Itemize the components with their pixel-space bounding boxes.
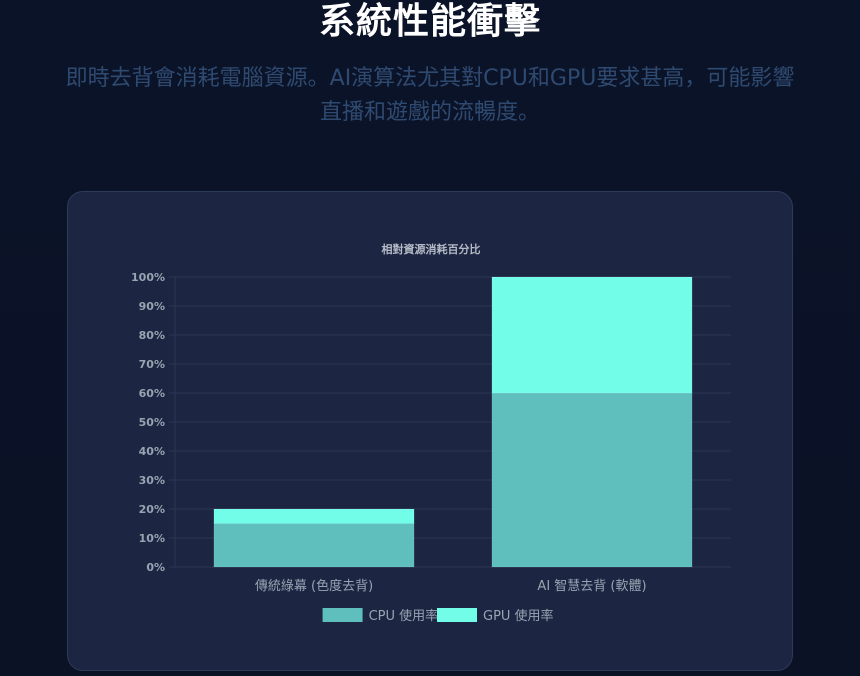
y-tick-label: 30% <box>139 474 165 487</box>
x-tick-label: 傳統綠幕 (色度去背) <box>255 578 373 594</box>
legend-label-gpu[interactable]: GPU 使用率 <box>483 608 554 624</box>
y-tick-label: 100% <box>131 271 165 284</box>
page-title: 系統性能衝擊 <box>318 1 541 42</box>
bar-gpu-1[interactable] <box>491 276 693 394</box>
y-tick-label: 80% <box>139 329 165 342</box>
y-tick-label: 70% <box>139 358 165 371</box>
y-tick-label: 90% <box>139 300 165 313</box>
y-tick-label: 50% <box>139 416 165 429</box>
bar-cpu-0[interactable] <box>213 523 415 568</box>
chart-title: 相對資源消耗百分比 <box>382 242 481 256</box>
y-tick-label: 40% <box>139 445 165 458</box>
y-tick-label: 60% <box>139 387 165 400</box>
legend-label-cpu[interactable]: CPU 使用率 <box>369 608 439 624</box>
chart-legend[interactable]: CPU 使用率 GPU 使用率 <box>322 608 554 624</box>
legend-swatch-gpu[interactable] <box>437 608 477 622</box>
bar-cpu-1[interactable] <box>491 392 693 568</box>
x-axis: 傳統綠幕 (色度去背) AI 智慧去背 (軟體) <box>255 578 647 594</box>
chart-bars <box>213 276 693 568</box>
legend-swatch-cpu[interactable] <box>322 608 363 622</box>
bar-gpu-0[interactable] <box>213 508 415 524</box>
y-tick-label: 0% <box>146 561 165 574</box>
y-tick-label: 10% <box>139 532 165 545</box>
y-axis: 0% 10% 20% 30% 40% 50% 60% 70% 80% 90% 100% <box>131 271 165 574</box>
chart-card: 相對資源消耗百分比 0% 10% 20% 30% 40% 50% 60% 70% 80% 90% 1… <box>67 191 793 671</box>
y-tick-label: 20% <box>139 503 165 516</box>
stacked-bar-chart: 相對資源消耗百分比 0% 10% 20% 30% 40% 50% 60% 70% 80% 90% 1… <box>131 242 731 624</box>
x-tick-label: AI 智慧去背 (軟體) <box>537 578 646 594</box>
page-subtitle: 即時去背會消耗電腦資源。AI演算法尤其對CPU和GPU要求甚高，可能影響直播和遊… <box>65 66 795 125</box>
